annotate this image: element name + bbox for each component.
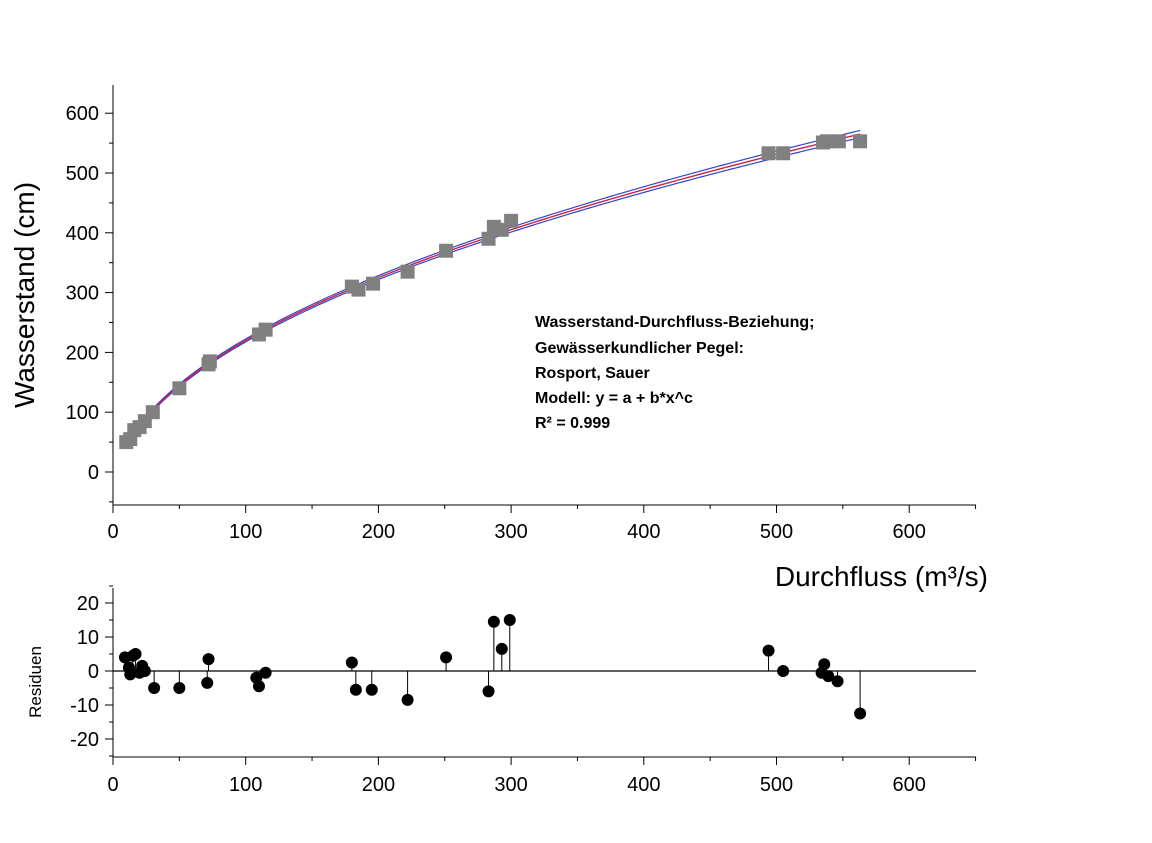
residual-point xyxy=(831,675,844,688)
residual-point xyxy=(854,707,867,720)
y-tick-label: 200 xyxy=(66,342,99,364)
annotation-line-3: Rosport, Sauer xyxy=(535,365,650,382)
y-tick-label: 500 xyxy=(66,163,99,185)
data-point xyxy=(481,231,496,246)
residual-point xyxy=(345,656,358,669)
y-tick-label: 100 xyxy=(66,402,99,424)
annotation-line-1: Wasserstand-Durchfluss-Beziehung; xyxy=(535,314,814,331)
residual-point xyxy=(401,693,414,706)
residual-point xyxy=(129,648,142,660)
resid-x-tick-label: 300 xyxy=(494,774,527,796)
residual-point xyxy=(173,682,186,694)
y-tick-label: 300 xyxy=(66,283,99,305)
data-point xyxy=(819,134,834,149)
data-point xyxy=(504,213,519,228)
x-tick-label: 100 xyxy=(229,521,262,543)
y-tick-label: 0 xyxy=(88,462,99,484)
upper-band-line xyxy=(125,129,861,446)
data-point xyxy=(853,134,868,149)
data-point xyxy=(351,282,366,297)
data-point xyxy=(831,134,846,149)
data-point xyxy=(202,354,217,369)
x-tick-label: 600 xyxy=(893,521,926,543)
residual-point xyxy=(124,668,137,681)
residual-point xyxy=(487,615,500,628)
data-points xyxy=(119,134,868,450)
residual-point xyxy=(762,644,775,657)
data-point xyxy=(172,381,187,396)
model-annotation: Wasserstand-Durchfluss-Beziehung; Gewäss… xyxy=(535,314,814,432)
resid-y-tick-label: 20 xyxy=(77,593,99,615)
resid-y-tick-label: 10 xyxy=(77,627,99,649)
residual-point xyxy=(777,665,790,677)
data-point xyxy=(258,322,273,337)
residual-point xyxy=(822,670,835,683)
y-tick-label: 600 xyxy=(66,103,99,125)
data-point xyxy=(776,146,791,161)
residual-point xyxy=(259,666,272,679)
annotation-line-5: R² = 0.999 xyxy=(535,415,610,432)
lower-band-line xyxy=(125,137,861,448)
main-plot: 0 100 200 300 400 500 600 0 100 200 300 400 500 600 W… xyxy=(9,85,988,592)
residual-point xyxy=(440,651,453,664)
annotation-line-2: Gewässerkundlicher Pegel: xyxy=(535,340,744,357)
x-tick-label: 0 xyxy=(107,521,118,543)
residual-point xyxy=(482,685,495,698)
data-point xyxy=(366,276,381,291)
y-tick-label: 400 xyxy=(66,223,99,245)
x-tick-label: 300 xyxy=(494,521,527,543)
resid-x-tick-label: 500 xyxy=(760,774,793,796)
residual-point xyxy=(252,680,265,693)
data-point xyxy=(761,146,776,161)
data-point xyxy=(145,405,160,420)
resid-y-tick-label: -10 xyxy=(70,695,99,717)
residual-point xyxy=(202,653,215,666)
residual-point xyxy=(148,682,161,694)
resid-x-tick-label: 600 xyxy=(893,774,926,796)
residual-point xyxy=(503,614,516,626)
data-point xyxy=(400,264,415,279)
resid-x-tick-label: 0 xyxy=(107,774,118,796)
resid-y-tick-label: -20 xyxy=(70,729,99,751)
resid-y-tick-label: 0 xyxy=(88,661,99,683)
residual-point xyxy=(201,676,214,689)
residual-point xyxy=(495,642,508,655)
main-x-axis-title: Durchfluss (m³/s) xyxy=(775,561,988,592)
main-y-axis-title: Wasserstand (cm) xyxy=(9,182,40,408)
resid-x-tick-label: 100 xyxy=(229,774,262,796)
data-point xyxy=(439,243,454,258)
fit-curves xyxy=(125,129,861,448)
main-ticks: 0 100 200 300 400 500 600 0 100 200 300 400 500 600 xyxy=(66,103,977,543)
resid-x-tick-label: 400 xyxy=(627,774,660,796)
fit-line xyxy=(125,133,861,447)
resid-y-axis-title: Residuen xyxy=(26,646,45,718)
residual-point xyxy=(349,683,362,696)
annotation-line-4: Modell: y = a + b*x^c xyxy=(535,390,693,407)
residual-point xyxy=(365,683,378,696)
x-tick-label: 500 xyxy=(760,521,793,543)
residual-points xyxy=(118,614,867,720)
resid-x-tick-label: 200 xyxy=(362,774,395,796)
x-tick-label: 200 xyxy=(362,521,395,543)
x-tick-label: 400 xyxy=(627,521,660,543)
residual-point xyxy=(138,665,151,677)
residual-point xyxy=(818,658,831,671)
